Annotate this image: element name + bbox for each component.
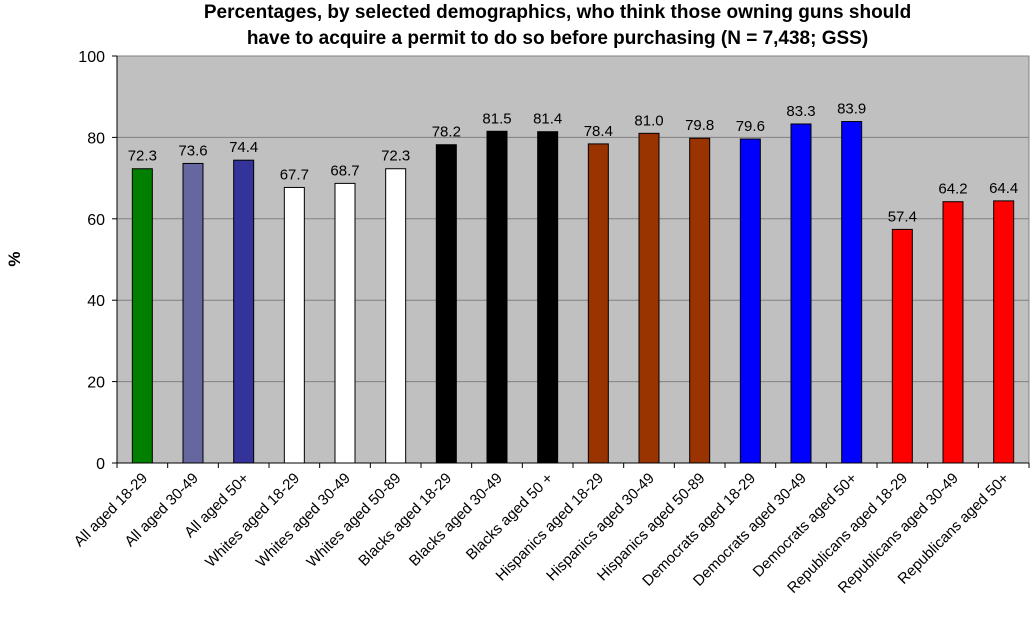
bar: [790, 123, 812, 464]
gridlines: [117, 55, 1029, 383]
bar: [993, 200, 1015, 464]
bar: [689, 137, 711, 464]
bar: [841, 121, 863, 464]
data-label: 68.7: [330, 162, 359, 179]
y-tick-label: 0: [96, 456, 105, 473]
x-tick-label: Blacks aged 30-49: [406, 470, 506, 570]
bar: [334, 182, 356, 464]
data-label: 74.4: [229, 139, 258, 156]
data-label: 73.6: [178, 142, 207, 159]
y-axis-label: %: [5, 251, 24, 266]
bar: [891, 228, 913, 464]
bar: [131, 168, 153, 464]
bar: [942, 201, 964, 464]
y-tick-label: 80: [87, 130, 105, 147]
plot-area: [116, 55, 1030, 464]
bar: [233, 159, 255, 464]
data-label: 81.4: [533, 111, 562, 128]
data-label: 72.3: [381, 148, 410, 165]
bar: [486, 130, 508, 464]
bars: 72.3 73.6 74.4 67.7 68.7 72.3 78.2 81.5 81.4 78.4…: [128, 101, 1018, 464]
data-label: 83.3: [786, 103, 815, 120]
data-label: 64.2: [938, 181, 967, 198]
data-label: 67.7: [280, 166, 309, 183]
bar: [638, 132, 660, 464]
data-label: 81.0: [634, 112, 663, 129]
data-label: 78.4: [584, 123, 613, 140]
bar: [182, 162, 204, 464]
bar: [587, 143, 609, 464]
data-label: 78.2: [432, 124, 461, 141]
bar: [283, 186, 305, 464]
chart-title-line-2: have to acquire a permit to do so before…: [246, 28, 869, 49]
x-tick-label: Blacks aged 50 +: [463, 470, 557, 564]
y-tick-label: 20: [87, 375, 105, 392]
chart-title: Percentages, by selected demographics, w…: [0, 0, 1035, 52]
x-tick-label: Whites aged 30-49: [253, 470, 354, 571]
data-label: 79.6: [736, 118, 765, 135]
data-label: 79.8: [685, 117, 714, 134]
y-tick-label: 60: [87, 212, 105, 229]
y-tick-label: 100: [78, 49, 105, 66]
data-label: 81.5: [482, 110, 511, 127]
x-tick-label: Whites aged 18-29: [202, 470, 303, 571]
x-tick-label: Blacks aged 18-29: [355, 470, 455, 570]
bar: [385, 168, 407, 464]
bar: [739, 138, 761, 464]
data-label: 83.9: [837, 101, 866, 118]
bar: [435, 144, 457, 464]
data-label: 72.3: [128, 148, 157, 165]
x-tick-label: Whites aged 50-89: [303, 470, 404, 571]
bar: [537, 131, 559, 464]
data-label: 57.4: [888, 208, 917, 225]
chart-title-line-1: Percentages, by selected demographics, w…: [203, 2, 912, 23]
data-label: 64.4: [989, 180, 1018, 197]
y-tick-label: 40: [87, 293, 105, 310]
